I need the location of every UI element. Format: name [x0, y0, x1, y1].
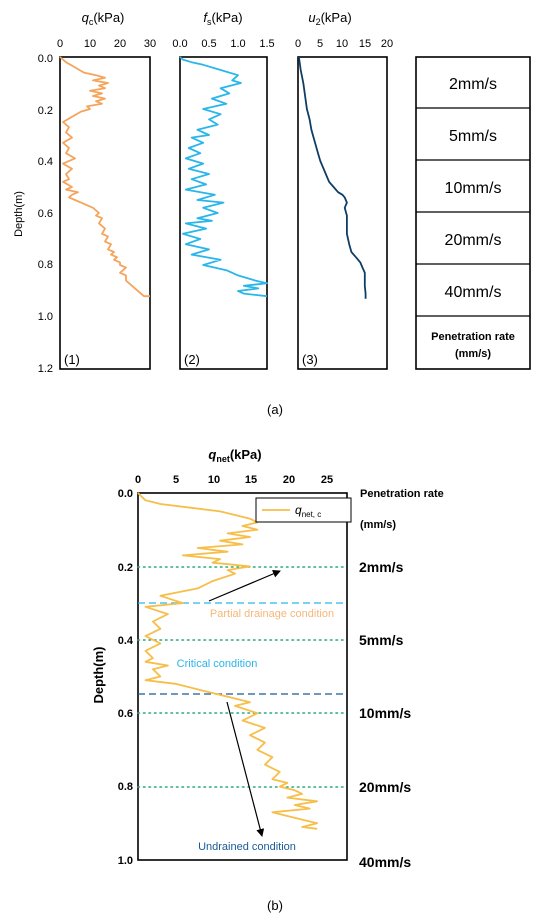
fs-line	[179, 56, 268, 298]
rate-table-cell: 20mm/s	[445, 232, 502, 249]
panel-a-ylabel: Depth(m)	[13, 191, 25, 237]
side-rate-label: 10mm/s	[359, 705, 411, 721]
rate-table-footer: Penetration rate	[431, 331, 515, 343]
subplot-u2-xtick: 15	[359, 38, 371, 50]
panel-a-ytick: 0.2	[38, 105, 53, 117]
panel-b-xtick: 10	[208, 474, 220, 486]
panel-b-ytick: 1.0	[118, 855, 133, 867]
subplot-qc-xtick: 30	[144, 38, 156, 50]
panel-a-ytick: 0.0	[38, 53, 53, 65]
subplot-qc-title: qc(kPa)	[82, 10, 125, 27]
panel-b-legend: qnet, c	[255, 497, 352, 523]
panel-b-ytick: 0.4	[118, 635, 134, 647]
panel-a-ytick: 0.8	[38, 259, 53, 271]
panel-a-caption: (a)	[267, 402, 283, 417]
subplot-u2-tag: (3)	[302, 352, 318, 367]
panel-b-xtick: 25	[321, 474, 333, 486]
subplot-fs-title: fs(kPa)	[203, 10, 242, 27]
side-title-2: (mm/s)	[360, 519, 396, 531]
subplot-qc-xtick: 20	[114, 38, 126, 50]
panel-b-ylabel: Depth(m)	[91, 646, 106, 703]
subplot-u2: u2(kPa) 0 5 10 15 20 (3)	[295, 10, 393, 370]
panel-b-ytick: 0.0	[118, 488, 133, 500]
panel-b-caption: (b)	[267, 898, 283, 913]
arrow-to-2mm	[208, 570, 281, 602]
panel-b-ytick: 0.6	[118, 708, 133, 720]
qnet-line	[137, 492, 318, 830]
side-rate-label: 40mm/s	[359, 854, 411, 870]
annotation-partial: Partial drainage condition	[210, 608, 334, 620]
panel-b-xtick: 0	[135, 474, 141, 486]
subplot-u2-xtick: 20	[381, 38, 393, 50]
panel-a-ytick: 0.6	[38, 208, 53, 220]
arrow-to-undrained	[226, 701, 265, 837]
panel-b-ytick: 0.2	[118, 562, 133, 574]
subplot-fs-tag: (2)	[184, 352, 200, 367]
subplot-qc: qc(kPa) 0 10 20 30 (1)	[57, 10, 156, 370]
subplot-fs-frame	[179, 56, 268, 370]
subplot-fs-xtick: 0.5	[201, 38, 216, 50]
subplot-u2-xtick: 5	[317, 38, 323, 50]
side-rate-label: 2mm/s	[359, 559, 404, 575]
rate-table-cell: 2mm/s	[449, 76, 497, 93]
subplot-u2-frame	[297, 56, 388, 370]
rate-table-footer: (mm/s)	[455, 348, 491, 360]
annotation-undrained: Undrained condition	[198, 841, 296, 853]
qc-line	[59, 56, 150, 298]
side-rate-label: 20mm/s	[359, 779, 411, 795]
rate-table: 2mm/s 5mm/s 10mm/s 20mm/s 40mm/s Penetra…	[415, 56, 531, 370]
legend-label: qnet, c	[295, 503, 321, 519]
subplot-fs-xtick: 0.0	[172, 38, 187, 50]
panel-b-yticks: 0.0 0.2 0.4 0.6 0.8 1.0	[118, 488, 134, 867]
rate-table-cell: 40mm/s	[445, 284, 502, 301]
panel-a-ytick: 0.4	[38, 156, 53, 168]
panel-a-ytick: 1.2	[38, 363, 53, 375]
panel-a-yticks: 0.0 0.2 0.4 0.6 0.8 1.0 1.2	[38, 53, 53, 375]
panel-a: Depth(m) 0.0 0.2 0.4 0.6 0.8 1.0 1.2 qc(…	[13, 10, 531, 417]
subplot-qc-frame	[59, 56, 151, 370]
panel-b-title: qnet(kPa)	[208, 447, 261, 464]
panel-b-frame	[137, 492, 348, 861]
panel-b-xtick: 20	[283, 474, 295, 486]
u2-line	[298, 56, 367, 299]
panel-b: qnet(kPa) Depth(m) 0 5 10 15 20 25 0.0 0…	[91, 447, 444, 913]
rate-table-frame	[415, 56, 531, 370]
subplot-fs-xtick: 1.0	[230, 38, 245, 50]
subplot-fs: fs(kPa) 0.0 0.5 1.0 1.5 (2)	[172, 10, 275, 370]
panel-a-ytick: 1.0	[38, 311, 53, 323]
subplot-u2-xtick: 0	[295, 38, 301, 50]
subplot-qc-xtick: 10	[84, 38, 96, 50]
rate-table-cell: 5mm/s	[449, 128, 497, 145]
subplot-u2-title: u2(kPa)	[308, 10, 351, 27]
rate-table-cell: 10mm/s	[445, 180, 502, 197]
subplot-fs-xtick: 1.5	[259, 38, 274, 50]
panel-b-ytick: 0.8	[118, 781, 133, 793]
side-rate-label: 5mm/s	[359, 632, 404, 648]
side-title-1: Penetration rate	[360, 488, 444, 500]
subplot-qc-xtick: 0	[57, 38, 63, 50]
panel-b-xtick: 5	[173, 474, 179, 486]
subplot-qc-tag: (1)	[64, 352, 80, 367]
annotation-critical: Critical condition	[177, 658, 258, 670]
subplot-u2-xtick: 10	[336, 38, 348, 50]
panel-b-xtick: 15	[245, 474, 257, 486]
panel-b-xticks: 0 5 10 15 20 25	[135, 474, 333, 486]
